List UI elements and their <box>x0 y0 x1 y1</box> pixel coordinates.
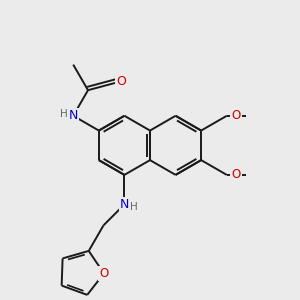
Text: O: O <box>116 75 126 88</box>
Text: N: N <box>120 198 129 211</box>
Text: O: O <box>231 109 241 122</box>
Text: H: H <box>130 202 138 212</box>
Text: N: N <box>68 109 78 122</box>
Text: O: O <box>231 168 241 182</box>
Text: O: O <box>99 267 109 280</box>
Text: H: H <box>60 109 68 119</box>
